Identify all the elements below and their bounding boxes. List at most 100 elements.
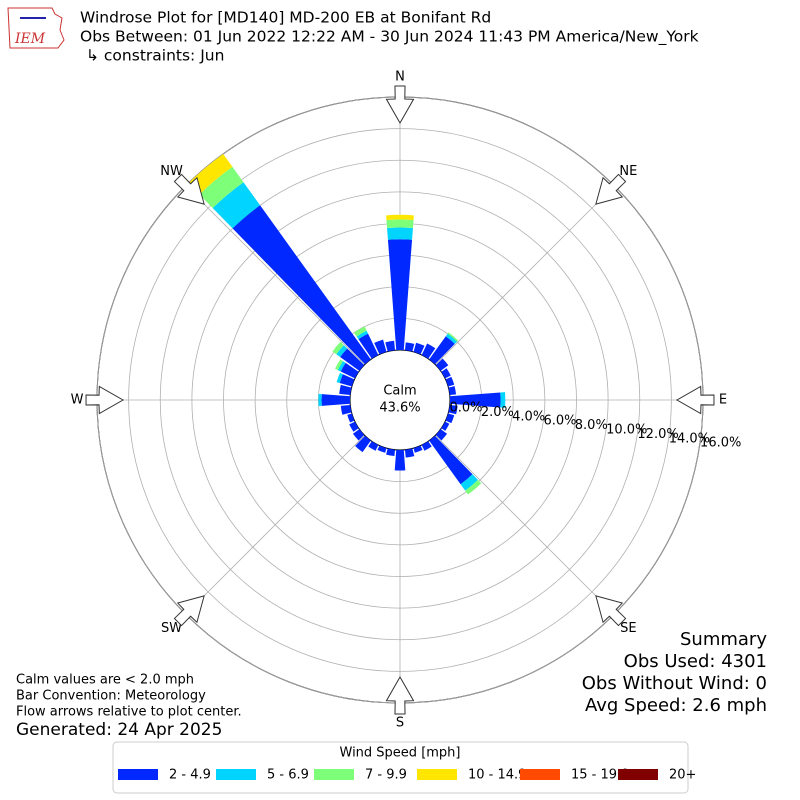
- bar-segment: [336, 345, 348, 357]
- compass-label: SW: [161, 621, 182, 636]
- bar-segment: [339, 384, 352, 396]
- calm-label: Calm: [383, 384, 416, 399]
- note: Flow arrows relative to plot center.: [16, 705, 242, 720]
- bar-segment: [435, 429, 448, 441]
- flow-arrow: [595, 173, 627, 205]
- flow-arrow: [85, 385, 125, 415]
- bar-segment: [421, 343, 436, 359]
- bar-segment: [441, 368, 451, 379]
- bar-segment: [448, 404, 458, 415]
- r-tick-label: 16.0%: [700, 436, 741, 451]
- legend-swatch: [118, 769, 158, 780]
- compass-label: N: [395, 70, 405, 85]
- bar-segment: [386, 448, 396, 457]
- compass-label: S: [396, 716, 404, 731]
- bar-segment: [199, 166, 244, 209]
- bar-segment: [386, 219, 414, 228]
- legend-label: 15 - 19.9: [571, 768, 629, 783]
- logo: IEM: [7, 7, 65, 49]
- bar-segment: [445, 413, 455, 424]
- bar-segment: [441, 421, 450, 431]
- flow-arrow: [675, 385, 715, 415]
- bar-segment: [413, 445, 423, 453]
- bar-segment: [387, 239, 413, 351]
- legend-swatch: [520, 769, 560, 780]
- r-tick-label: 8.0%: [575, 418, 608, 433]
- flow-arrow: [385, 675, 415, 715]
- bar-segment: [332, 341, 344, 355]
- bar-segment: [347, 413, 355, 423]
- compass-label: SE: [620, 621, 636, 636]
- legend-label: 20+: [669, 768, 696, 783]
- bar-segment: [212, 182, 261, 229]
- bar-segment: [349, 421, 359, 432]
- summary-line: Obs Without Wind: 0: [582, 673, 767, 694]
- bar-segment: [429, 336, 455, 365]
- bar-segment: [337, 361, 346, 372]
- r-tick-label: 0.0%: [450, 400, 483, 415]
- summary-line: Avg Speed: 2.6 mph: [585, 695, 767, 716]
- bar-segment: [386, 214, 414, 221]
- legend-label: 10 - 14.9: [468, 768, 526, 783]
- bar-segment: [448, 386, 457, 396]
- chart-title: Windrose Plot for [MD140] MD-200 EB at B…: [80, 9, 491, 27]
- bar-segment: [445, 376, 455, 387]
- logo-text: IEM: [14, 31, 46, 47]
- bar-segment: [368, 441, 379, 451]
- bar-segment: [404, 342, 415, 352]
- compass-label: W: [71, 393, 84, 408]
- legend-swatch: [314, 769, 354, 780]
- legend-label: 2 - 4.9: [169, 768, 211, 783]
- bar-segment: [421, 441, 432, 451]
- r-tick-label: 2.0%: [481, 405, 514, 420]
- bar-segment: [340, 404, 352, 415]
- bar-segment: [355, 435, 371, 453]
- summary-line: Obs Used: 4301: [624, 651, 767, 672]
- legend-swatch: [216, 769, 256, 780]
- legend: 2 - 4.9 5 - 6.9 7 - 9.9 10 - 14.9 15 - 19.9 2…: [118, 768, 696, 783]
- bar-segment: [449, 392, 501, 408]
- bar-segment: [460, 474, 478, 491]
- flow-arrow: [173, 595, 205, 627]
- bar-segment: [352, 429, 365, 441]
- legend-swatch: [417, 769, 457, 780]
- chart-subtitle: Obs Between: 01 Jun 2022 12:22 AM - 30 J…: [80, 28, 699, 47]
- bar-segment: [188, 153, 233, 195]
- bar-segment: [465, 479, 482, 495]
- generated: Generated: 24 Apr 2025: [16, 720, 222, 740]
- flow-arrow: [595, 595, 627, 627]
- bar-segment: [339, 374, 355, 387]
- flow-arrow: [385, 85, 415, 125]
- r-tick-label: 14.0%: [669, 431, 710, 446]
- bar-segment: [336, 372, 343, 384]
- logo-outline: [7, 7, 65, 49]
- flow-arrow: [173, 173, 205, 205]
- bar-segment: [377, 445, 387, 453]
- r-tick-label: 10.0%: [606, 422, 647, 437]
- bar-segment: [321, 394, 351, 406]
- bar-segment: [340, 362, 359, 379]
- bar-segment: [500, 392, 506, 408]
- bar-segment: [374, 339, 387, 355]
- bar-segment: [358, 333, 379, 359]
- bar-segment: [413, 342, 425, 355]
- bar-segment: [394, 449, 406, 471]
- bar-segment: [404, 448, 415, 458]
- bar-segment: [318, 393, 322, 407]
- bar-segment: [385, 340, 396, 352]
- legend-box: [112, 741, 689, 794]
- r-tick-label: 12.0%: [637, 427, 678, 442]
- legend-label: 5 - 6.9: [267, 768, 309, 783]
- summary-line: Summary: [680, 629, 767, 650]
- legend-swatch: [618, 769, 658, 780]
- bar-segment: [429, 435, 473, 485]
- r-tick-label: 6.0%: [543, 414, 576, 429]
- bar-segment: [387, 227, 413, 240]
- bar-segment: [340, 348, 365, 371]
- bar-segment: [232, 205, 371, 365]
- bar-segment: [334, 359, 344, 371]
- note: Bar Convention: Meteorology: [16, 689, 206, 704]
- legend-title: Wind Speed [mph]: [340, 746, 461, 761]
